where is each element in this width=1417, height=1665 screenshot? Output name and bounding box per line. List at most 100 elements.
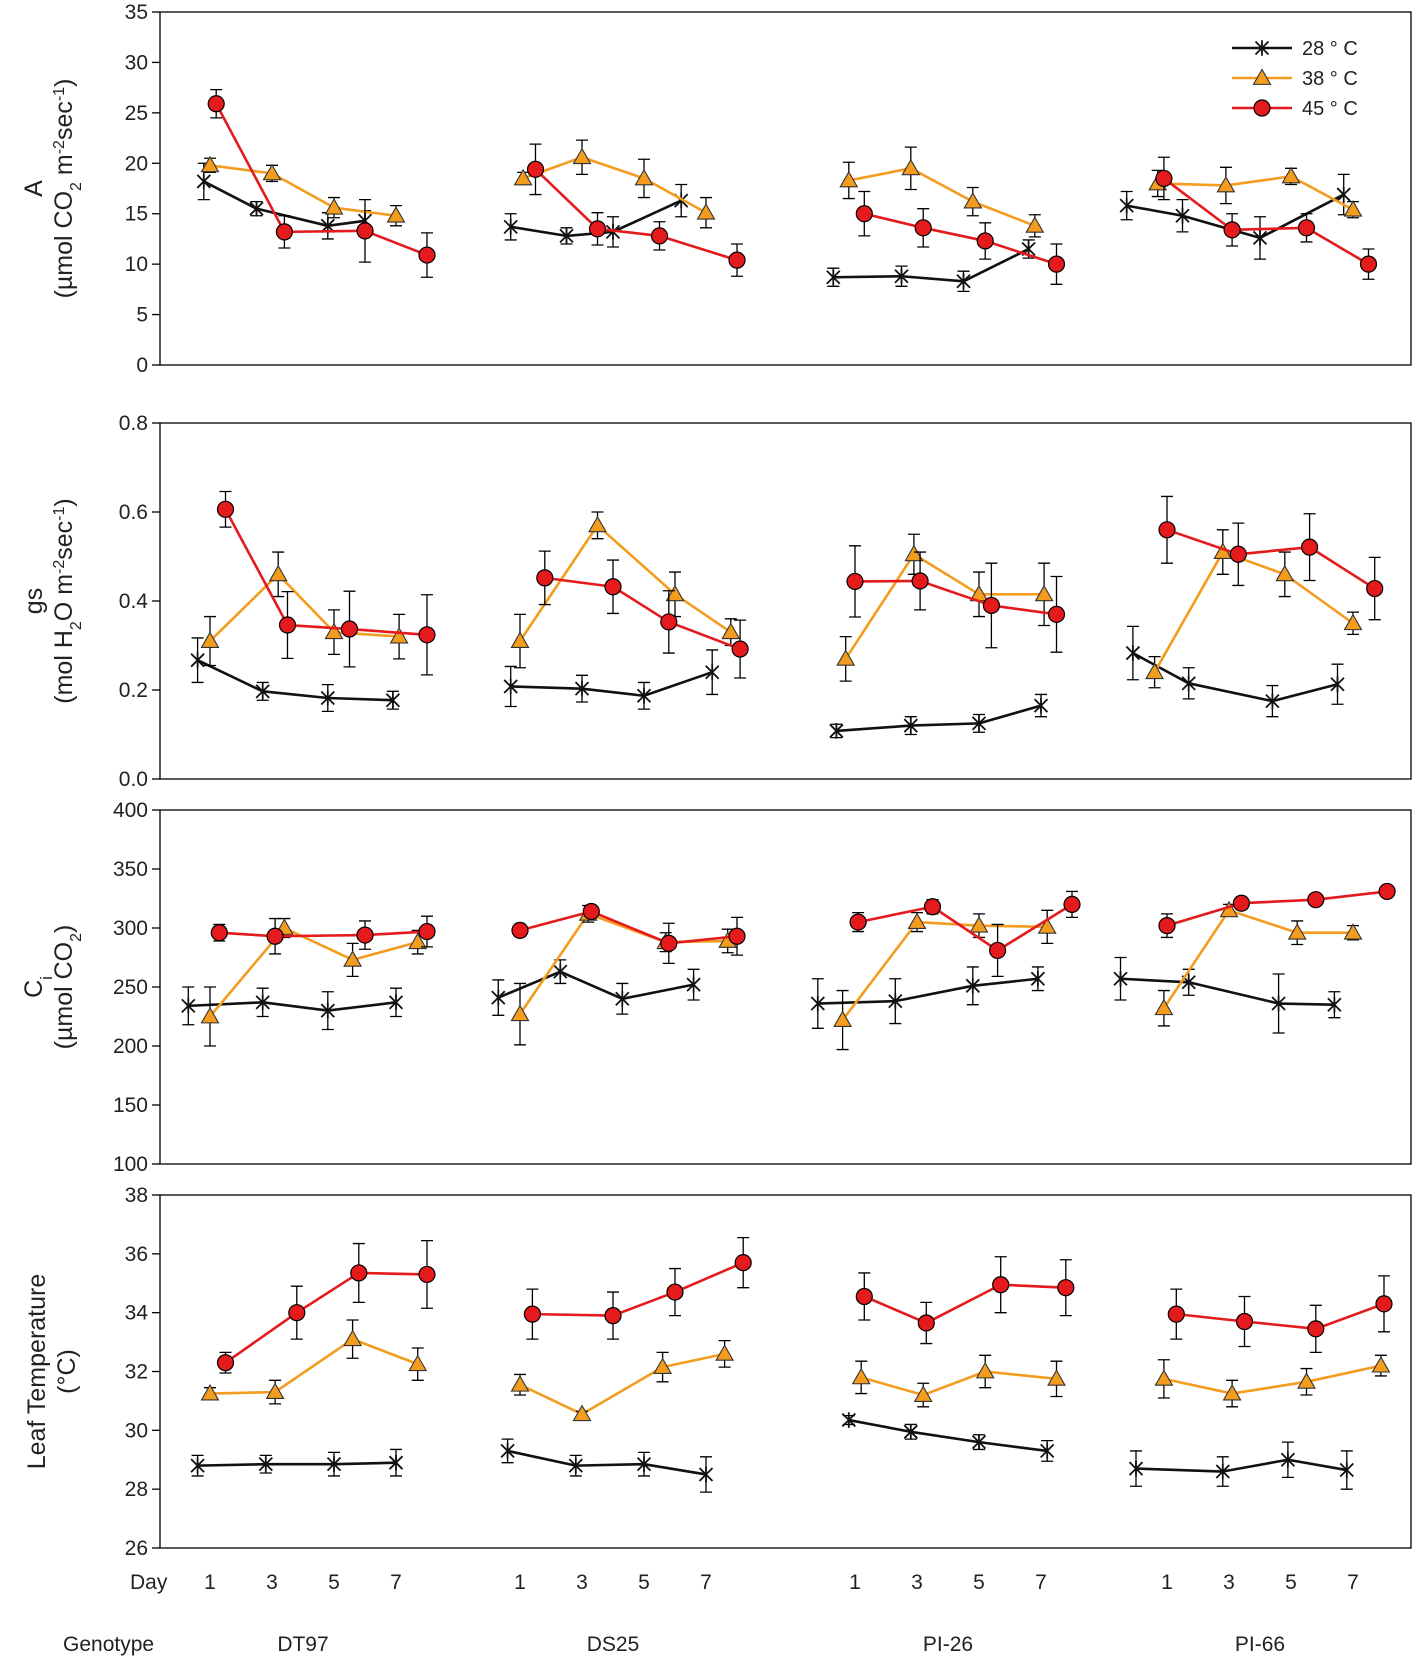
data-point bbox=[734, 1254, 752, 1272]
data-point bbox=[855, 205, 873, 223]
series-x bbox=[503, 183, 689, 248]
data-point bbox=[1307, 891, 1325, 909]
y-tick-label: 0 bbox=[136, 354, 148, 377]
data-point bbox=[846, 572, 864, 591]
legend-marker bbox=[1252, 68, 1272, 85]
y-axis-label: A(µmol CO2 m-2sec-1) bbox=[20, 79, 85, 299]
data-point bbox=[559, 228, 574, 244]
y-tick-label: 25 bbox=[125, 102, 148, 125]
series-line bbox=[1166, 528, 1376, 590]
data-point bbox=[833, 1010, 853, 1027]
units-open: (µmol CO bbox=[50, 191, 78, 298]
legend: 28 ° C 38 ° C 45 ° C bbox=[1232, 38, 1358, 120]
data-point bbox=[1222, 1383, 1242, 1401]
y-tick-label: 5 bbox=[136, 304, 148, 327]
data-point bbox=[1125, 645, 1141, 661]
data-point bbox=[320, 690, 335, 706]
series-x bbox=[503, 649, 720, 710]
data-point bbox=[320, 1002, 335, 1019]
units-subscript: 2 bbox=[68, 621, 85, 630]
units-superscript: -1 bbox=[51, 507, 68, 521]
series-line bbox=[224, 508, 428, 637]
data-point bbox=[1339, 1462, 1354, 1478]
data-point bbox=[266, 927, 284, 945]
series-triangle bbox=[839, 146, 1045, 238]
data-point bbox=[200, 1383, 220, 1401]
data-point bbox=[1359, 255, 1378, 273]
data-point bbox=[326, 1456, 342, 1472]
series-line bbox=[1126, 193, 1345, 240]
data-point bbox=[963, 192, 983, 209]
data-point bbox=[1327, 996, 1342, 1013]
data-point bbox=[604, 578, 622, 596]
data-point bbox=[965, 978, 980, 994]
series-circle bbox=[526, 143, 746, 277]
data-point bbox=[1252, 230, 1268, 246]
data-point bbox=[1235, 1312, 1254, 1331]
data-point bbox=[894, 268, 909, 285]
data-point bbox=[288, 1304, 306, 1322]
units-superscript: -1 bbox=[51, 87, 68, 101]
data-point bbox=[660, 613, 678, 631]
data-point bbox=[976, 232, 994, 250]
data-point bbox=[1025, 216, 1045, 233]
day-tick-label: 7 bbox=[1035, 1571, 1047, 1594]
bottom-axis: Day Genotype 1 3 5 7 DT97 1 3 5 7 DS25 1 3 5 7 PI-26 1 3 5 7… bbox=[63, 1571, 1359, 1656]
data-point bbox=[1280, 1451, 1296, 1468]
data-point bbox=[200, 155, 220, 173]
series-triangle bbox=[851, 1354, 1066, 1408]
series-line bbox=[510, 670, 713, 698]
day-tick-label: 1 bbox=[849, 1571, 861, 1594]
data-point bbox=[1223, 221, 1241, 239]
y-tick-label: 150 bbox=[113, 1094, 148, 1117]
data-point bbox=[265, 1382, 285, 1400]
genotype-group-PI-26 bbox=[829, 533, 1066, 739]
genotype-group-PI-66 bbox=[1113, 882, 1396, 1034]
series-line bbox=[848, 1418, 1048, 1453]
series-line bbox=[836, 704, 1042, 733]
genotype-group-DT97 bbox=[190, 1239, 436, 1477]
units-open: (µmol CO bbox=[50, 942, 78, 1049]
data-point bbox=[200, 1006, 220, 1024]
data-point bbox=[1275, 564, 1295, 582]
data-point bbox=[826, 269, 841, 286]
data-point bbox=[503, 219, 518, 235]
plot-frame bbox=[159, 11, 1412, 366]
series-circle bbox=[855, 1256, 1075, 1345]
data-point bbox=[513, 168, 533, 186]
data-point bbox=[526, 160, 545, 178]
series-line bbox=[215, 103, 428, 257]
legend-label: 38 ° C bbox=[1302, 68, 1358, 90]
data-point bbox=[851, 1367, 871, 1385]
data-point bbox=[1063, 895, 1081, 914]
data-point bbox=[1343, 613, 1363, 631]
y-tick-label: 200 bbox=[113, 1035, 148, 1058]
data-point bbox=[1113, 970, 1128, 987]
legend-label: 28 ° C bbox=[1302, 38, 1358, 60]
data-point bbox=[255, 683, 270, 700]
series-x bbox=[190, 1448, 404, 1477]
data-point bbox=[855, 1287, 873, 1306]
data-point bbox=[418, 922, 436, 941]
legend-marker bbox=[1253, 99, 1271, 117]
panel-gs: 0.0 0.2 0.4 0.6 0.8 gs(mol H2O m-2sec-1) bbox=[20, 412, 1412, 791]
series-line bbox=[1120, 977, 1335, 1006]
series-line bbox=[841, 920, 1048, 1021]
units-subscript: 2 bbox=[68, 182, 85, 191]
data-point bbox=[913, 1385, 933, 1402]
day-tick-label: 7 bbox=[390, 1571, 402, 1594]
series-line bbox=[219, 930, 428, 938]
series-triangle bbox=[200, 1319, 428, 1405]
data-point bbox=[988, 941, 1007, 960]
data-point bbox=[385, 692, 401, 709]
series-line bbox=[833, 247, 1030, 283]
day-axis-label: Day bbox=[130, 1571, 168, 1594]
y-axis-label: gs(mol H2O m-2sec-1) bbox=[20, 498, 85, 703]
data-point bbox=[923, 898, 942, 916]
data-point bbox=[1343, 923, 1363, 940]
data-point bbox=[350, 1264, 368, 1282]
y-axis-symbol: C bbox=[20, 980, 48, 998]
data-point bbox=[324, 198, 344, 215]
data-point bbox=[907, 912, 927, 930]
data-point bbox=[1034, 584, 1054, 602]
